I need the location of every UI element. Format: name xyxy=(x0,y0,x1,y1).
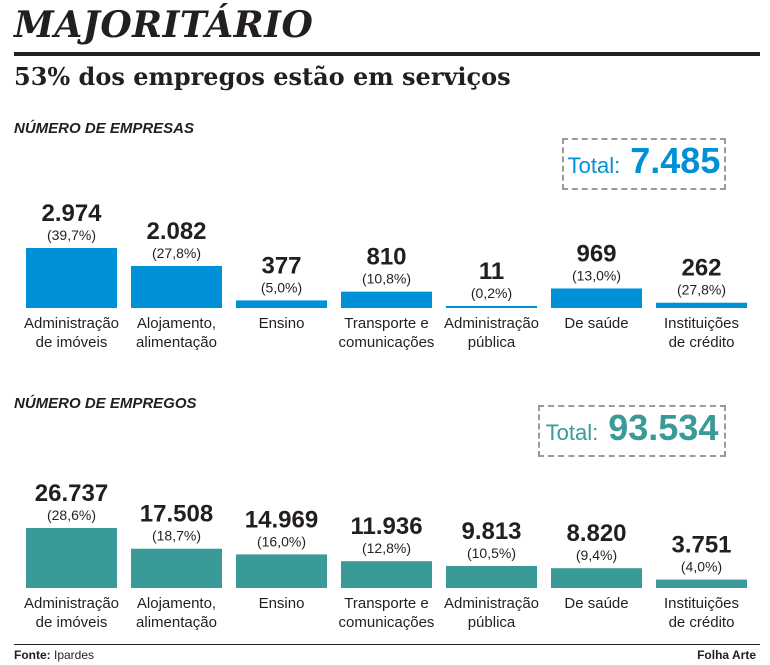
companies-percent-label: (27,8%) xyxy=(677,282,726,298)
companies-value-label: 262 xyxy=(681,255,721,282)
jobs-value-label: 14.969 xyxy=(245,506,318,533)
headline: MAJORITÁRIO xyxy=(14,4,314,46)
companies-bar xyxy=(551,288,642,308)
jobs-category-label: Instituições xyxy=(664,595,739,612)
companies-percent-label: (13,0%) xyxy=(572,267,621,283)
jobs-percent-label: (10,5%) xyxy=(467,545,516,561)
jobs-value-label: 3.751 xyxy=(671,532,731,559)
companies-category-label: de crédito xyxy=(669,334,735,351)
companies-percent-label: (0,2%) xyxy=(471,285,512,301)
jobs-section-title: NÚMERO DE EMPREGOS xyxy=(14,395,197,412)
companies-total-box: Total: 7.485 xyxy=(562,138,726,190)
companies-category-label: De saúde xyxy=(564,315,628,332)
jobs-value-label: 26.737 xyxy=(35,480,108,507)
jobs-total-box: Total: 93.534 xyxy=(538,405,726,457)
companies-bar xyxy=(656,302,747,308)
jobs-category-label: Administração xyxy=(444,595,539,612)
jobs-percent-label: (16,0%) xyxy=(257,533,306,549)
jobs-category-label: de imóveis xyxy=(36,614,108,631)
companies-total-value: 7.485 xyxy=(630,140,721,181)
companies-total-label: Total: xyxy=(567,153,621,178)
companies-value-label: 2.974 xyxy=(41,200,102,227)
jobs-bar-chart: (28,6%)26.737 Administração de imóveis (18,… xyxy=(24,480,747,631)
companies-percent-label: (39,7%) xyxy=(47,227,96,243)
companies-percent-label: (10,8%) xyxy=(362,271,411,287)
companies-category-label: pública xyxy=(468,334,516,351)
companies-bar-chart: (39,7%)2.974 Administração de imóveis (27,8… xyxy=(24,200,747,351)
source-label: Fonte: xyxy=(14,648,51,662)
companies-bar xyxy=(236,300,327,308)
companies-category-label: Ensino xyxy=(259,315,305,332)
companies-percent-label: (5,0%) xyxy=(261,279,302,295)
footer-rule xyxy=(14,644,760,645)
companies-category-label: Transporte e xyxy=(344,315,429,332)
jobs-bar xyxy=(656,579,747,588)
jobs-bar xyxy=(446,565,537,588)
jobs-category-label: De saúde xyxy=(564,595,628,612)
source-value: Ipardes xyxy=(54,648,95,662)
companies-bar xyxy=(446,306,537,308)
jobs-total-value: 93.534 xyxy=(608,407,719,448)
footer-credit: Folha Arte xyxy=(697,648,756,662)
jobs-category-label: Ensino xyxy=(259,595,305,612)
jobs-percent-label: (4,0%) xyxy=(681,559,722,575)
companies-value-label: 969 xyxy=(576,240,616,267)
jobs-value-label: 8.820 xyxy=(566,520,626,547)
jobs-category-label: Administração xyxy=(24,595,119,612)
companies-category-label: de imóveis xyxy=(36,334,108,351)
companies-value-label: 377 xyxy=(261,252,301,279)
jobs-total-label: Total: xyxy=(545,420,599,445)
jobs-value-label: 11.936 xyxy=(350,513,422,540)
companies-category-label: Alojamento, xyxy=(137,315,216,332)
jobs-bar xyxy=(341,561,432,588)
jobs-percent-label: (18,7%) xyxy=(152,528,201,544)
companies-category-label: Instituições xyxy=(664,315,739,332)
jobs-category-label: de crédito xyxy=(669,614,735,631)
headline-rule xyxy=(14,52,760,56)
companies-value-label: 2.082 xyxy=(146,218,206,245)
companies-category-label: alimentação xyxy=(136,334,217,351)
companies-category-label: Administração xyxy=(24,315,119,332)
companies-category-label: Administração xyxy=(444,315,539,332)
jobs-percent-label: (28,6%) xyxy=(47,507,96,523)
jobs-value-label: 17.508 xyxy=(140,501,213,528)
jobs-category-label: comunicações xyxy=(339,614,435,631)
jobs-bar xyxy=(26,528,117,588)
companies-section-title: NÚMERO DE EMPRESAS xyxy=(14,120,195,137)
jobs-bar xyxy=(236,554,327,588)
jobs-percent-label: (9,4%) xyxy=(576,547,617,563)
companies-bar xyxy=(341,291,432,308)
jobs-value-label: 9.813 xyxy=(461,518,521,545)
jobs-category-label: pública xyxy=(468,614,516,631)
footer-source: Fonte: Ipardes xyxy=(14,648,94,662)
subtitle: 53% dos empregos estão em serviços xyxy=(14,62,511,91)
jobs-percent-label: (12,8%) xyxy=(362,540,411,556)
jobs-bar xyxy=(551,568,642,588)
companies-category-label: comunicações xyxy=(339,334,435,351)
jobs-category-label: Alojamento, xyxy=(137,595,216,612)
companies-bar xyxy=(131,265,222,308)
companies-percent-label: (27,8%) xyxy=(152,245,201,261)
companies-bar xyxy=(26,248,117,308)
jobs-category-label: alimentação xyxy=(136,614,217,631)
companies-value-label: 810 xyxy=(366,244,406,271)
jobs-bar xyxy=(131,548,222,588)
companies-value-label: 11 xyxy=(479,258,504,285)
jobs-category-label: Transporte e xyxy=(344,595,429,612)
